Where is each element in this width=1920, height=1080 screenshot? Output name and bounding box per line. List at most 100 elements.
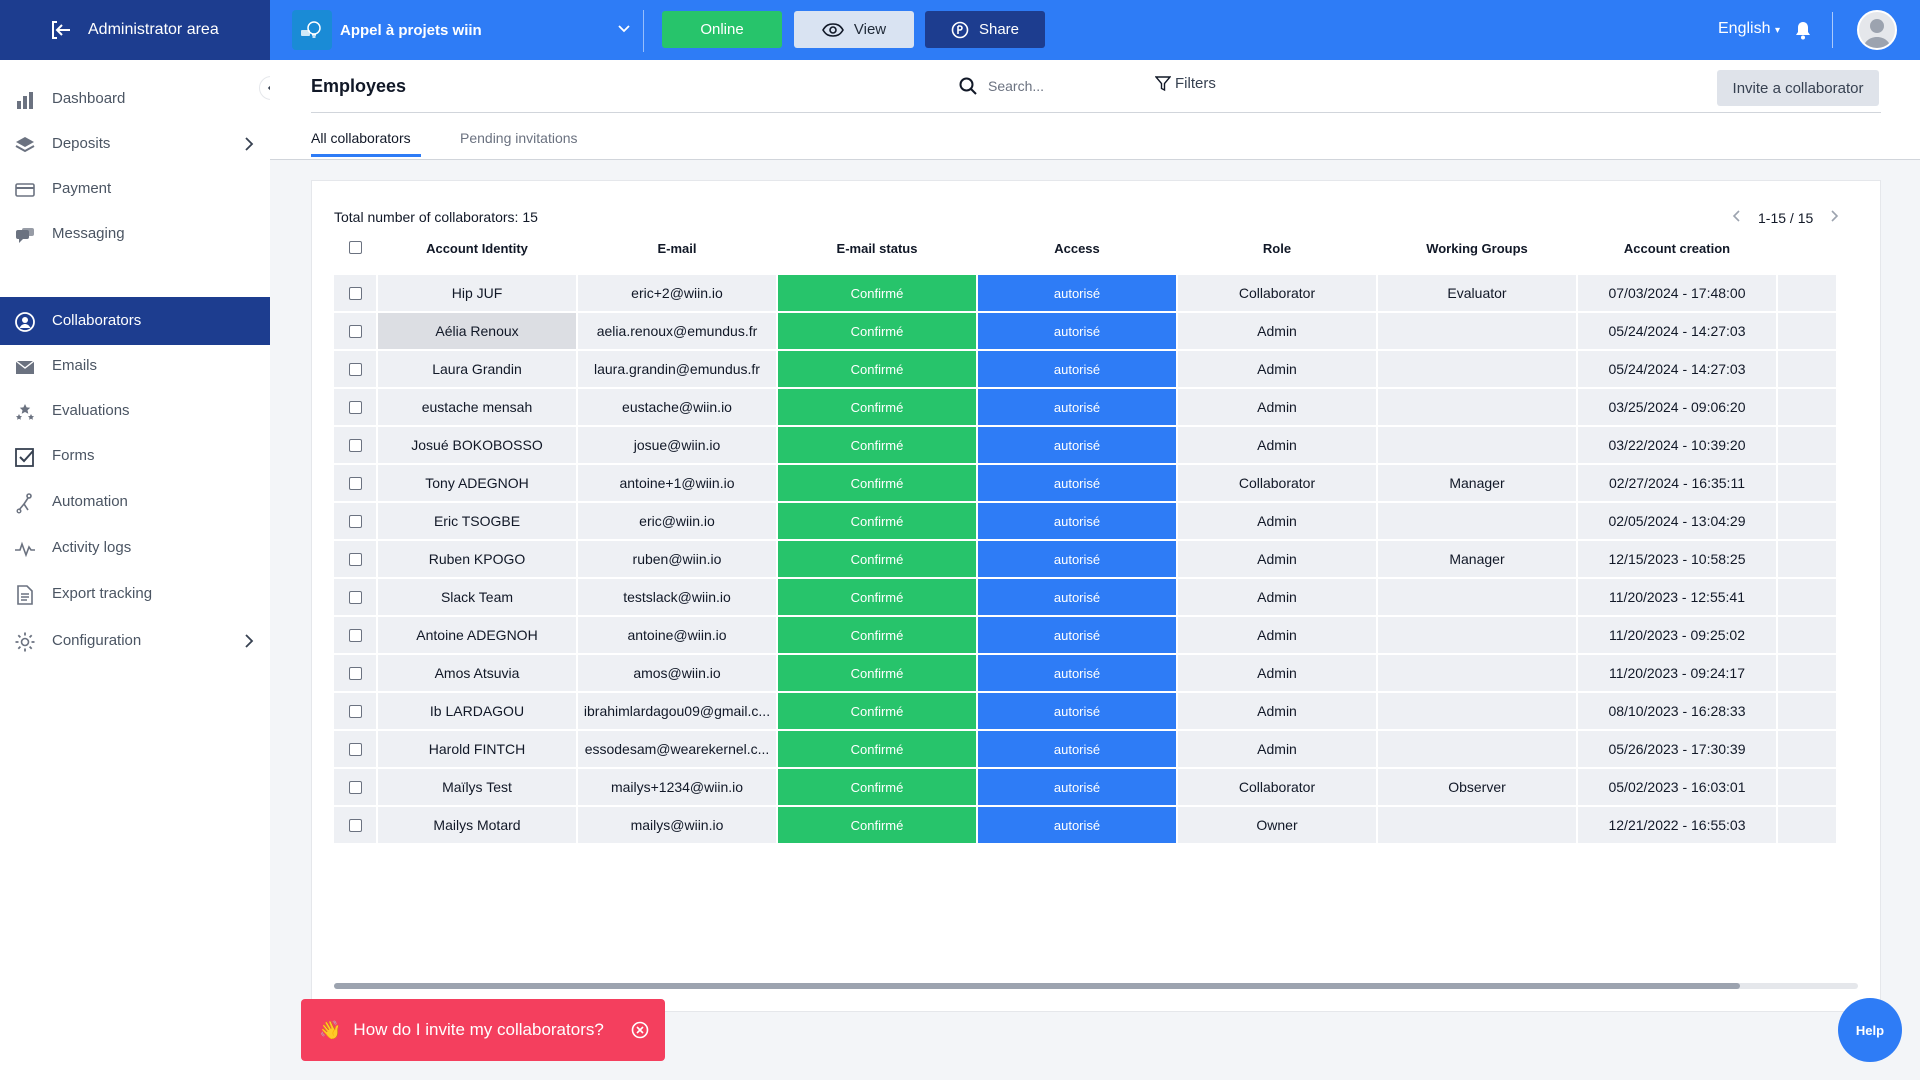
cell-account-identity: Aélia Renoux: [378, 313, 576, 349]
row-checkbox[interactable]: [348, 590, 362, 604]
view-button[interactable]: View: [794, 11, 914, 48]
table-row[interactable]: Antoine ADEGNOH antoine@wiin.io Confirmé au…: [334, 617, 1858, 653]
table-row[interactable]: Tony ADEGNOH antoine+1@wiin.io Confirmé aut…: [334, 465, 1858, 501]
row-select-cell: [334, 655, 376, 691]
sidebar-item-payment[interactable]: Payment: [0, 165, 270, 213]
cell-email-status: Confirmé: [778, 313, 976, 349]
bar-chart-icon: [17, 92, 33, 109]
page-title: Employees: [311, 76, 407, 96]
row-select-cell: [334, 389, 376, 425]
cell-email: mailys+1234@wiin.io: [578, 769, 776, 805]
row-checkbox[interactable]: [348, 742, 362, 756]
row-checkbox[interactable]: [348, 400, 362, 414]
scrollbar-thumb[interactable]: [334, 983, 1740, 989]
tab-pending-invitations[interactable]: Pending invitations: [460, 130, 578, 146]
row-checkbox[interactable]: [348, 324, 362, 338]
cell-working-groups: Observer: [1378, 769, 1576, 805]
table-row[interactable]: Josué BOKOBOSSO josue@wiin.io Confirmé auto…: [334, 427, 1858, 463]
help-label: Help: [1855, 1022, 1885, 1038]
table-row[interactable]: Mailys Motard mailys@wiin.io Confirmé autor…: [334, 807, 1858, 843]
sidebar-item-automation[interactable]: Automation: [0, 478, 270, 526]
cell-access: autorisé: [978, 351, 1176, 387]
row-checkbox[interactable]: [348, 818, 362, 832]
cell-email-status: Confirmé: [778, 351, 976, 387]
row-checkbox[interactable]: [348, 666, 362, 680]
row-select-cell: [334, 541, 376, 577]
column-header-working-groups[interactable]: Working Groups: [1426, 241, 1528, 256]
share-button[interactable]: Share: [925, 11, 1045, 48]
column-header-email-status[interactable]: E-mail status: [836, 241, 918, 256]
column-header-email[interactable]: E-mail: [657, 241, 697, 256]
table-row[interactable]: Hip JUF eric+2@wiin.io Confirmé autorisé Col…: [334, 275, 1858, 311]
search-input[interactable]: Search...: [958, 76, 1044, 96]
column-header-role[interactable]: Role: [1262, 241, 1292, 256]
invite-collaborator-button[interactable]: Invite a collaborator: [1717, 70, 1879, 106]
cell-account-identity: Slack Team: [378, 579, 576, 615]
sidebar-item-dashboard[interactable]: Dashboard: [0, 75, 270, 123]
row-checkbox[interactable]: [348, 628, 362, 642]
table-row[interactable]: Slack Team testslack@wiin.io Confirmé autor…: [334, 579, 1858, 615]
table-row[interactable]: Harold FINTCH essodesam@wearekernel.c... C…: [334, 731, 1858, 767]
row-checkbox[interactable]: [348, 438, 362, 452]
cell-account-creation: 02/27/2024 - 16:35:11: [1578, 465, 1776, 501]
table-row[interactable]: Laura Grandin laura.grandin@emundus.fr Con…: [334, 351, 1858, 387]
sidebar-item-messaging[interactable]: Messaging: [0, 210, 270, 258]
administrator-area-label: Administrator area: [88, 21, 219, 38]
project-selector[interactable]: Appel à projets wiin: [270, 0, 644, 60]
row-checkbox[interactable]: [348, 552, 362, 566]
table-row[interactable]: Ruben KPOGO ruben@wiin.io Confirmé autorisé…: [334, 541, 1858, 577]
sidebar-item-collaborators[interactable]: Collaborators: [0, 297, 270, 345]
cell-role: Admin: [1178, 617, 1376, 653]
notifications-button[interactable]: [1794, 20, 1812, 45]
chevron-down-icon: [618, 25, 630, 33]
table-row[interactable]: Aélia Renoux aelia.renoux@emundus.fr Confi…: [334, 313, 1858, 349]
cell-access: autorisé: [978, 655, 1176, 691]
horizontal-scrollbar[interactable]: [334, 983, 1858, 989]
next-page-button[interactable]: [1829, 209, 1839, 226]
select-all-checkbox[interactable]: [348, 241, 362, 254]
table-row[interactable]: Maïlys Test mailys+1234@wiin.io Confirmé au…: [334, 769, 1858, 805]
row-checkbox[interactable]: [348, 704, 362, 718]
previous-page-button[interactable]: [1732, 209, 1742, 226]
table-row[interactable]: eustache mensah eustache@wiin.io Confirmé a…: [334, 389, 1858, 425]
cell-role: Admin: [1178, 389, 1376, 425]
cell-account-creation: 11/20/2023 - 12:55:41: [1578, 579, 1776, 615]
sidebar-item-emails[interactable]: Emails: [0, 342, 270, 390]
close-icon[interactable]: [631, 1021, 649, 1039]
project-name: Appel à projets wiin: [340, 21, 482, 39]
filters-button[interactable]: Filters: [1155, 75, 1216, 92]
avatar[interactable]: [1857, 10, 1897, 50]
cell-role: Admin: [1178, 351, 1376, 387]
sidebar-item-export-tracking[interactable]: Export tracking: [0, 570, 270, 618]
administrator-area-link[interactable]: Administrator area: [0, 0, 270, 60]
cell-access: autorisé: [978, 313, 1176, 349]
invite-help-text: How do I invite my collaborators?: [353, 1020, 604, 1039]
row-checkbox[interactable]: [348, 286, 362, 300]
cell-email-status: Confirmé: [778, 617, 976, 653]
help-button[interactable]: Help: [1838, 998, 1902, 1062]
tab-all-collaborators[interactable]: All collaborators: [311, 130, 411, 146]
sidebar-item-configuration[interactable]: Configuration: [0, 617, 270, 665]
table-row[interactable]: Ib LARDAGOU ibrahimlardagou09@gmail.c... C…: [334, 693, 1858, 729]
row-checkbox[interactable]: [348, 476, 362, 490]
row-checkbox[interactable]: [348, 780, 362, 794]
row-checkbox[interactable]: [348, 514, 362, 528]
table-row[interactable]: Amos Atsuvia amos@wiin.io Confirmé autorisé…: [334, 655, 1858, 691]
sidebar-item-deposits[interactable]: Deposits: [0, 120, 270, 168]
cell-account-creation: 05/24/2024 - 14:27:03: [1578, 351, 1776, 387]
online-button[interactable]: Online: [662, 11, 782, 48]
column-header-access[interactable]: Access: [1054, 241, 1100, 256]
language-selector[interactable]: English ▾: [1718, 20, 1780, 38]
column-header-account-identity[interactable]: Account Identity: [426, 241, 528, 256]
cell-email-status: Confirmé: [778, 503, 976, 539]
sidebar-item-activity-logs[interactable]: Activity logs: [0, 524, 270, 572]
row-checkbox[interactable]: [348, 362, 362, 376]
pulse-icon: [15, 541, 35, 558]
sidebar-item-evaluations[interactable]: Evaluations: [0, 387, 270, 435]
invite-help-banner[interactable]: 👋 How do I invite my collaborators?: [301, 999, 665, 1061]
sidebar-item-forms[interactable]: Forms: [0, 432, 270, 480]
cell-role: Admin: [1178, 313, 1376, 349]
table-row[interactable]: Eric TSOGBE eric@wiin.io Confirmé autorisé A…: [334, 503, 1858, 539]
column-header-account-creation[interactable]: Account creation: [1623, 241, 1731, 256]
filters-label: Filters: [1175, 75, 1216, 92]
